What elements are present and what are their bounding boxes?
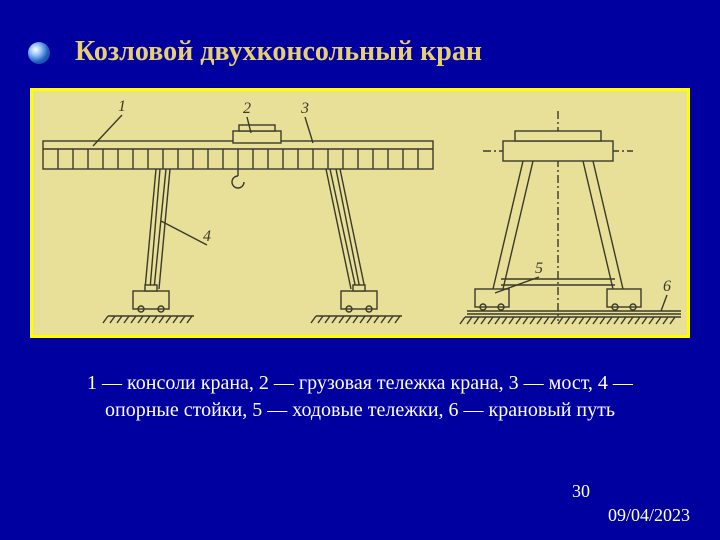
svg-text:3: 3 [300, 100, 309, 117]
crane-svg: 1 2 3 4 5 6 [33, 91, 687, 335]
crane-diagram: 1 2 3 4 5 6 [30, 88, 690, 338]
svg-text:4: 4 [203, 228, 211, 245]
svg-text:6: 6 [663, 278, 671, 295]
page-number: 30 [572, 481, 590, 502]
svg-text:5: 5 [535, 260, 543, 277]
svg-text:1: 1 [118, 98, 126, 115]
slide-title: Козловой двухконсольный кран [75, 36, 482, 68]
diagram-legend: 1 — консоли крана, 2 — грузовая тележка … [60, 370, 660, 424]
slide-bullet [28, 42, 50, 64]
slide-date: 09/04/2023 [608, 505, 690, 526]
svg-text:2: 2 [243, 100, 251, 117]
